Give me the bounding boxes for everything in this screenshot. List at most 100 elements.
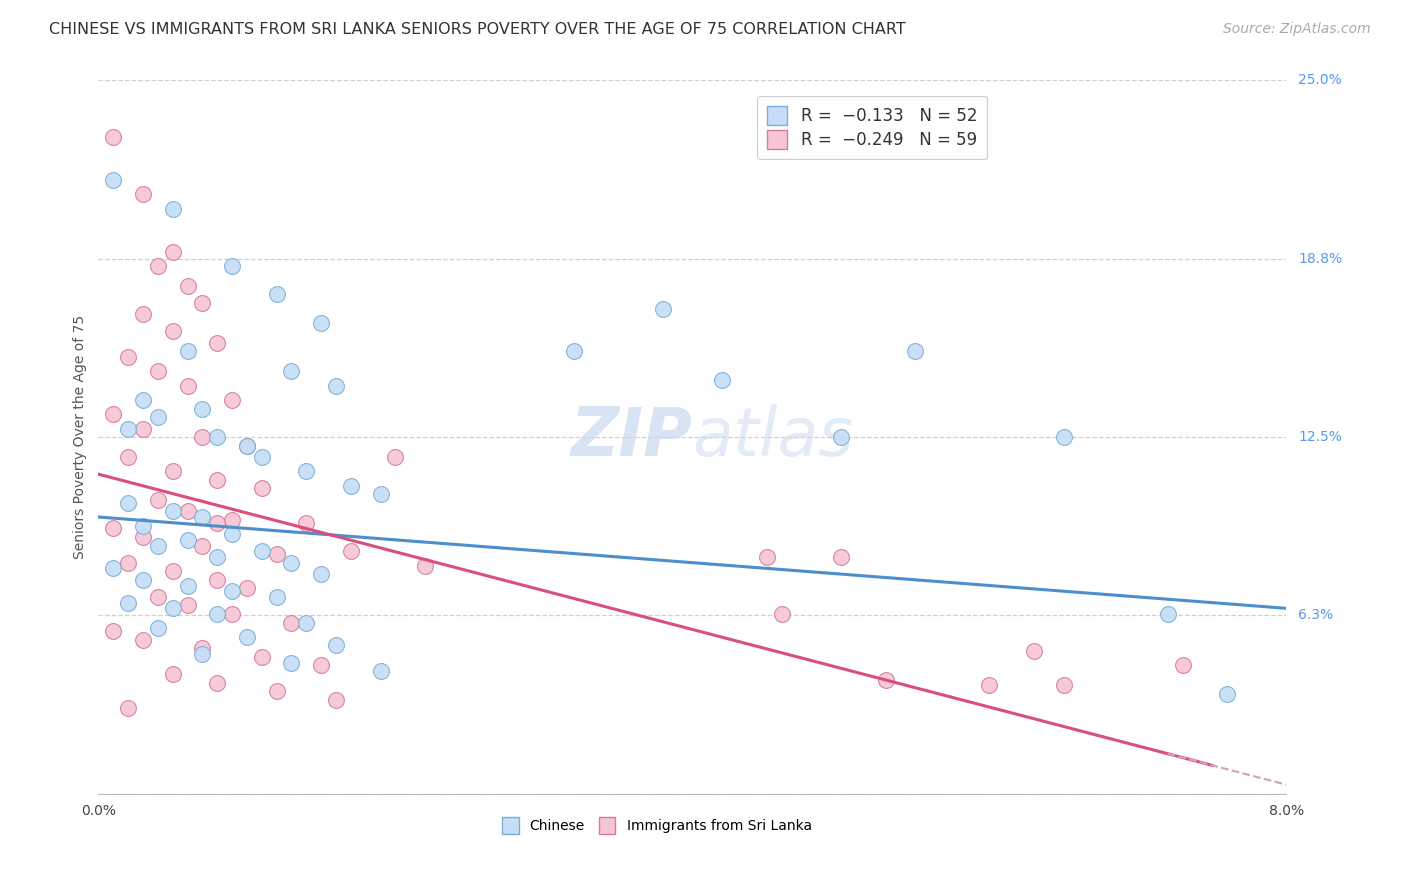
Point: [221, 259, 243, 273]
Point: [103, 407, 125, 421]
Point: [221, 584, 243, 599]
Point: [1216, 687, 1239, 701]
Text: 25.0%: 25.0%: [1298, 73, 1343, 87]
Point: [191, 647, 214, 661]
Point: [103, 624, 125, 639]
Point: [280, 364, 302, 378]
Point: [221, 527, 243, 541]
Point: [103, 130, 125, 145]
Point: [280, 556, 302, 570]
Point: [221, 607, 243, 621]
Text: atlas: atlas: [692, 404, 853, 470]
Point: [309, 658, 332, 673]
Point: [132, 632, 155, 647]
Point: [295, 516, 318, 530]
Point: [146, 539, 169, 553]
Point: [176, 278, 198, 293]
Point: [117, 421, 139, 435]
Point: [711, 373, 734, 387]
Point: [176, 378, 198, 392]
Point: [370, 664, 392, 678]
Point: [191, 641, 214, 656]
Point: [132, 530, 155, 544]
Point: [875, 673, 897, 687]
Point: [117, 556, 139, 570]
Point: [146, 259, 169, 273]
Point: [207, 549, 229, 564]
Point: [146, 621, 169, 635]
Point: [103, 173, 125, 187]
Point: [370, 487, 392, 501]
Point: [280, 615, 302, 630]
Point: [103, 521, 125, 535]
Point: [236, 582, 259, 596]
Point: [236, 439, 259, 453]
Point: [176, 599, 198, 613]
Point: [325, 692, 347, 706]
Point: [295, 464, 318, 478]
Point: [162, 667, 184, 681]
Point: [755, 549, 778, 564]
Point: [266, 287, 288, 301]
Point: [309, 567, 332, 582]
Point: [340, 478, 363, 492]
Point: [250, 482, 273, 496]
Point: [162, 325, 184, 339]
Point: [1171, 658, 1194, 673]
Text: 6.3%: 6.3%: [1298, 608, 1333, 623]
Text: CHINESE VS IMMIGRANTS FROM SRI LANKA SENIORS POVERTY OVER THE AGE OF 75 CORRELAT: CHINESE VS IMMIGRANTS FROM SRI LANKA SEN…: [49, 22, 905, 37]
Point: [191, 510, 214, 524]
Point: [266, 590, 288, 604]
Point: [236, 630, 259, 644]
Point: [221, 513, 243, 527]
Point: [979, 678, 1001, 692]
Point: [830, 549, 852, 564]
Text: ZIP: ZIP: [571, 404, 692, 470]
Point: [132, 573, 155, 587]
Text: 12.5%: 12.5%: [1298, 430, 1343, 444]
Point: [207, 573, 229, 587]
Point: [191, 296, 214, 310]
Point: [162, 244, 184, 259]
Point: [176, 578, 198, 592]
Point: [651, 301, 673, 316]
Point: [176, 344, 198, 359]
Point: [117, 350, 139, 364]
Point: [207, 430, 229, 444]
Point: [162, 464, 184, 478]
Point: [904, 344, 927, 359]
Point: [162, 504, 184, 518]
Point: [770, 607, 793, 621]
Point: [250, 649, 273, 664]
Point: [146, 590, 169, 604]
Point: [250, 450, 273, 464]
Point: [207, 516, 229, 530]
Point: [325, 378, 347, 392]
Point: [117, 496, 139, 510]
Point: [413, 558, 436, 573]
Point: [132, 421, 155, 435]
Point: [103, 561, 125, 575]
Point: [176, 504, 198, 518]
Y-axis label: Seniors Poverty Over the Age of 75: Seniors Poverty Over the Age of 75: [73, 315, 87, 559]
Point: [384, 450, 406, 464]
Point: [162, 601, 184, 615]
Point: [325, 639, 347, 653]
Point: [132, 307, 155, 321]
Point: [146, 410, 169, 425]
Point: [146, 364, 169, 378]
Point: [236, 439, 259, 453]
Point: [117, 450, 139, 464]
Point: [295, 615, 318, 630]
Point: [1022, 644, 1045, 658]
Point: [162, 202, 184, 216]
Point: [562, 344, 585, 359]
Point: [207, 675, 229, 690]
Point: [266, 684, 288, 698]
Point: [207, 607, 229, 621]
Point: [132, 187, 155, 202]
Point: [830, 430, 852, 444]
Point: [309, 316, 332, 330]
Point: [1053, 678, 1076, 692]
Point: [207, 473, 229, 487]
